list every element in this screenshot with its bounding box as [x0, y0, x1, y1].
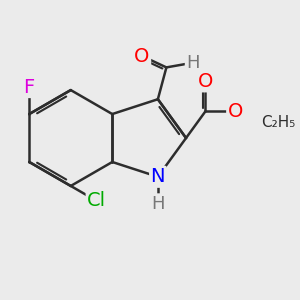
Text: H: H [151, 195, 165, 213]
Text: N: N [151, 167, 165, 186]
Text: O: O [228, 102, 243, 121]
Text: F: F [24, 78, 35, 97]
Text: H: H [186, 54, 200, 72]
Text: C₂H₅: C₂H₅ [261, 115, 296, 130]
Text: O: O [134, 46, 150, 65]
Text: Cl: Cl [87, 191, 106, 210]
Text: O: O [198, 72, 213, 91]
